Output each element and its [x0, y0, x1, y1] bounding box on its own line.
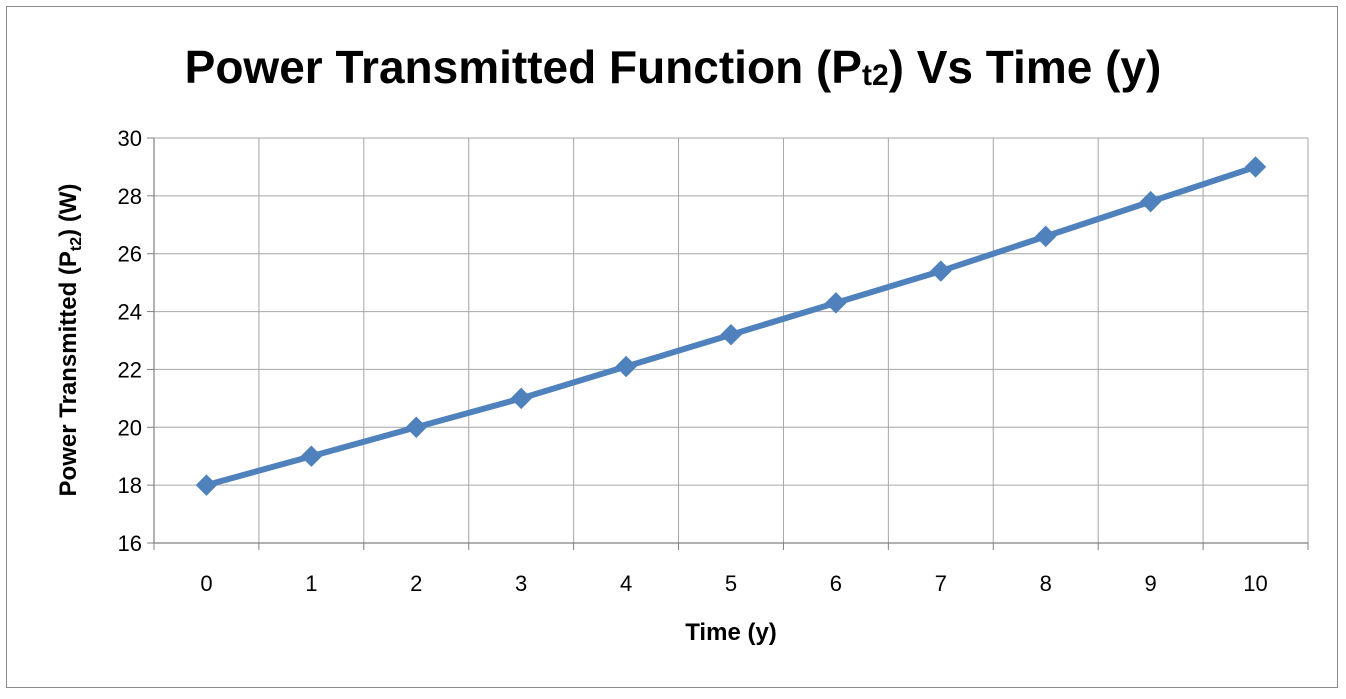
- x-tick-label: 10: [1243, 571, 1267, 596]
- gridlines: [154, 137, 1309, 543]
- x-tick-label: 4: [620, 571, 632, 596]
- data-point-marker: [405, 416, 427, 438]
- data-point-marker: [825, 292, 847, 314]
- y-tick-labels: 16 18 20 22 24 26 28 30: [118, 126, 142, 556]
- chart-title: Power Transmitted Function (Pt2) Vs Time…: [185, 41, 1162, 93]
- x-tick-label: 5: [725, 571, 737, 596]
- data-point-marker: [510, 387, 532, 410]
- data-point-marker: [300, 445, 323, 467]
- data-point-marker: [930, 260, 952, 282]
- y-tick-label: 28: [118, 184, 142, 209]
- x-tick-label: 8: [1040, 571, 1052, 596]
- x-tick-label: 3: [515, 571, 527, 596]
- data-point-marker: [720, 324, 742, 346]
- x-axis-title: Time (y): [685, 619, 777, 646]
- y-axis-title: Power Transmitted (Pt2) (W): [55, 184, 85, 497]
- y-tick-label: 16: [118, 531, 142, 556]
- y-tick-label: 26: [118, 242, 142, 267]
- series: [195, 156, 1267, 496]
- data-point-marker: [1244, 156, 1267, 178]
- y-tick-label: 20: [118, 415, 142, 440]
- data-point-marker: [1035, 225, 1057, 248]
- y-tick-label: 22: [118, 357, 142, 382]
- x-tick-label: 9: [1145, 571, 1157, 596]
- chart-title-subscript: t2: [862, 59, 889, 92]
- x-tick-label: 2: [410, 571, 422, 596]
- y-tick-label: 30: [118, 126, 142, 151]
- chart-frame: [6, 6, 1338, 688]
- y-tick-label: 18: [118, 473, 142, 498]
- data-point-marker: [615, 355, 637, 378]
- x-tick-label: 7: [935, 571, 947, 596]
- x-tick-label: 6: [830, 571, 842, 596]
- x-tick-label: 1: [305, 571, 317, 596]
- x-tick-labels: 0 1 2 3 4 5 6 7 8 9 10: [200, 571, 1267, 596]
- y-axis-title-subscript: t2: [68, 237, 85, 251]
- y-tick-label: 24: [118, 300, 142, 325]
- data-point-marker: [1139, 190, 1162, 213]
- axes: [147, 137, 1309, 550]
- data-point-marker: [195, 474, 218, 496]
- x-tick-label: 0: [200, 571, 212, 596]
